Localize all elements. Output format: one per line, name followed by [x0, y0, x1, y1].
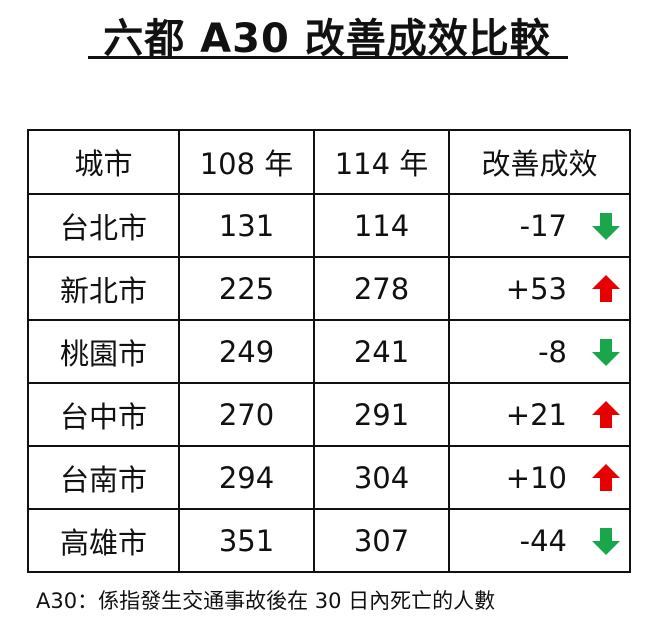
change-cell: -8	[448, 319, 631, 384]
y108-cell: 351	[178, 508, 315, 573]
change-value: +53	[505, 271, 567, 306]
city-cell: 新北市	[27, 256, 180, 321]
change-cell: +10	[448, 445, 631, 510]
y108-cell: 131	[178, 193, 315, 258]
arrow-down-icon	[592, 338, 620, 366]
table-row: 新北市 225 278 +53	[27, 256, 631, 321]
page-title: 六都 A30 改善成效比較	[103, 16, 551, 62]
y114-cell: 241	[313, 319, 450, 384]
city-cell: 桃園市	[27, 319, 180, 384]
header-114: 114 年	[313, 129, 450, 195]
change-cell: -17	[448, 193, 631, 258]
change-value: +10	[505, 460, 567, 495]
change-value: -8	[538, 334, 567, 369]
y114-cell: 278	[313, 256, 450, 321]
table-row: 桃園市 249 241 -8	[27, 319, 631, 384]
arrow-up-icon	[592, 463, 620, 491]
city-cell: 台北市	[27, 193, 180, 258]
y114-cell: 307	[313, 508, 450, 573]
y114-cell: 114	[313, 193, 450, 258]
header-change: 改善成效	[448, 129, 631, 195]
y114-cell: 291	[313, 382, 450, 447]
footnote: A30：係指發生交通事故後在 30 日內死亡的人數	[36, 589, 496, 613]
city-cell: 台南市	[27, 445, 180, 510]
y114-cell: 304	[313, 445, 450, 510]
header-city: 城市	[27, 129, 180, 195]
table-row: 台中市 270 291 +21	[27, 382, 631, 447]
table-header-row: 城市 108 年 114 年 改善成效	[27, 129, 631, 195]
change-value: +21	[505, 397, 567, 432]
table-row: 台南市 294 304 +10	[27, 445, 631, 510]
y108-cell: 249	[178, 319, 315, 384]
table-row: 高雄市 351 307 -44	[27, 508, 631, 573]
change-cell: +21	[448, 382, 631, 447]
y108-cell: 270	[178, 382, 315, 447]
change-value: -17	[519, 208, 567, 243]
arrow-down-icon	[592, 527, 620, 555]
comparison-table: 城市 108 年 114 年 改善成效 台北市 131 114 -17 新北市 2…	[27, 129, 631, 573]
y108-cell: 294	[178, 445, 315, 510]
arrow-up-icon	[592, 274, 620, 302]
y108-cell: 225	[178, 256, 315, 321]
arrow-up-icon	[592, 400, 620, 428]
arrow-down-icon	[592, 212, 620, 240]
change-cell: +53	[448, 256, 631, 321]
change-cell: -44	[448, 508, 631, 573]
table-row: 台北市 131 114 -17	[27, 193, 631, 258]
city-cell: 高雄市	[27, 508, 180, 573]
header-108: 108 年	[178, 129, 315, 195]
title-underline	[88, 56, 568, 59]
city-cell: 台中市	[27, 382, 180, 447]
change-value: -44	[519, 523, 567, 558]
